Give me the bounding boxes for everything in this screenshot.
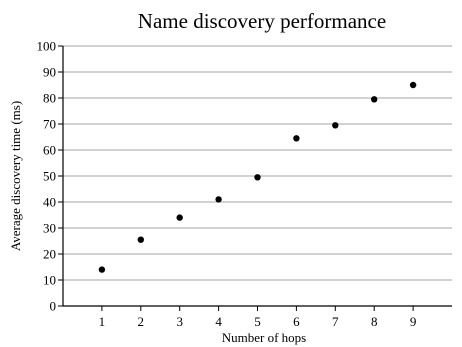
x-tick-label: 2 [138,314,145,329]
y-tick-label: 70 [43,117,56,132]
data-point [98,266,106,273]
x-tick-label: 1 [99,314,106,329]
y-tick-label: 100 [37,39,57,54]
data-point [215,196,222,203]
x-axis-label: Number of hops [222,330,307,345]
y-tick-label: 0 [50,299,57,314]
data-point [293,135,300,142]
y-tick-label: 40 [43,195,56,210]
data-point [371,96,378,103]
data-points [98,81,417,273]
x-tick-label: 9 [410,314,417,329]
y-axis-label: Average discovery time (ms) [8,101,23,251]
data-point [409,81,417,89]
x-tick-label: 6 [293,314,300,329]
y-tick-labels: 0 10 20 30 40 50 60 70 80 90 100 [37,39,57,314]
y-tick-label: 50 [43,169,56,184]
chart-title: Name discovery performance [138,9,386,33]
x-tick-label: 5 [254,314,261,329]
data-point [254,174,261,181]
data-point [137,236,144,243]
x-tick-label: 3 [176,314,183,329]
x-tick-label: 8 [371,314,378,329]
axes-layer [58,45,452,311]
x-tick-label: 7 [332,314,339,329]
data-point [176,214,183,221]
y-tick-label: 30 [43,221,56,236]
x-tick-labels: 1 2 3 4 5 6 7 8 9 [99,314,417,329]
y-tick-label: 20 [43,247,56,262]
y-tick-label: 90 [43,65,56,80]
data-point [332,122,339,129]
y-tick-label: 80 [43,91,56,106]
x-tick-label: 4 [215,314,222,329]
grid-layer [63,45,452,281]
y-tick-label: 10 [43,273,56,288]
y-tick-label: 60 [43,143,56,158]
